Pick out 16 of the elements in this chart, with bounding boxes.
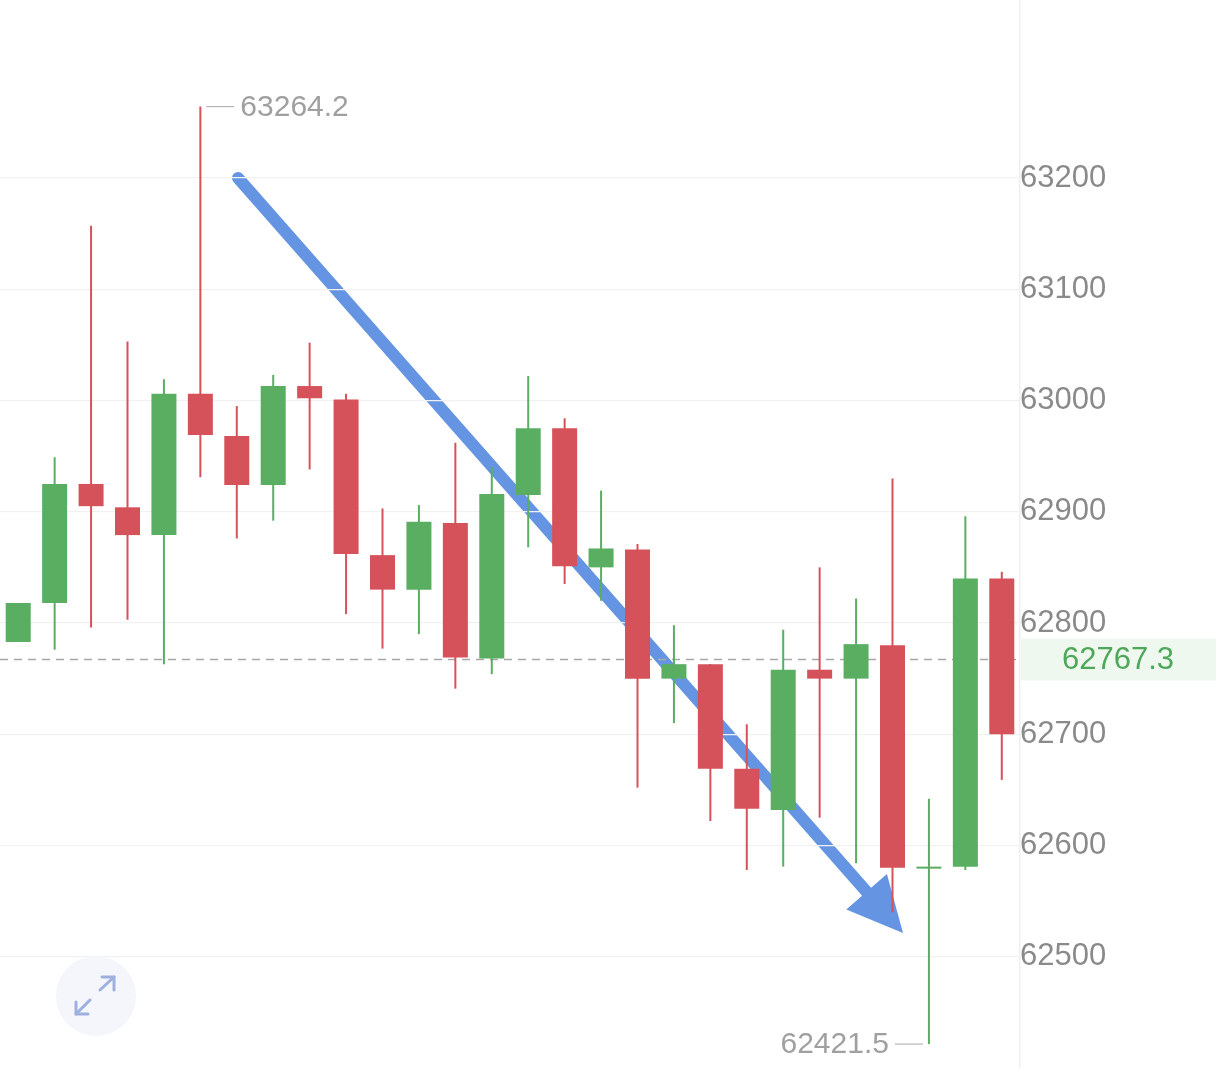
ref-line-label: 62767.3 — [1061, 640, 1175, 676]
candlestick — [297, 342, 323, 470]
y-tick-label: 62800 — [1019, 603, 1107, 639]
y-tick-label: 63200 — [1019, 158, 1107, 194]
y-tick-label: 62900 — [1019, 492, 1107, 528]
y-tick-label: 63100 — [1019, 269, 1107, 305]
candlestick — [115, 341, 140, 620]
candlestick — [807, 567, 833, 818]
y-tick-label: 62700 — [1019, 714, 1107, 750]
candlestick — [916, 798, 942, 1045]
annotation: 62421.5 — [780, 1026, 889, 1060]
annotation: 63264.2 — [240, 88, 349, 122]
y-tick-label: 63000 — [1019, 381, 1107, 417]
y-tick-label: 62500 — [1019, 937, 1107, 973]
candlestick — [78, 225, 104, 628]
y-tick-label: 62600 — [1019, 826, 1107, 862]
